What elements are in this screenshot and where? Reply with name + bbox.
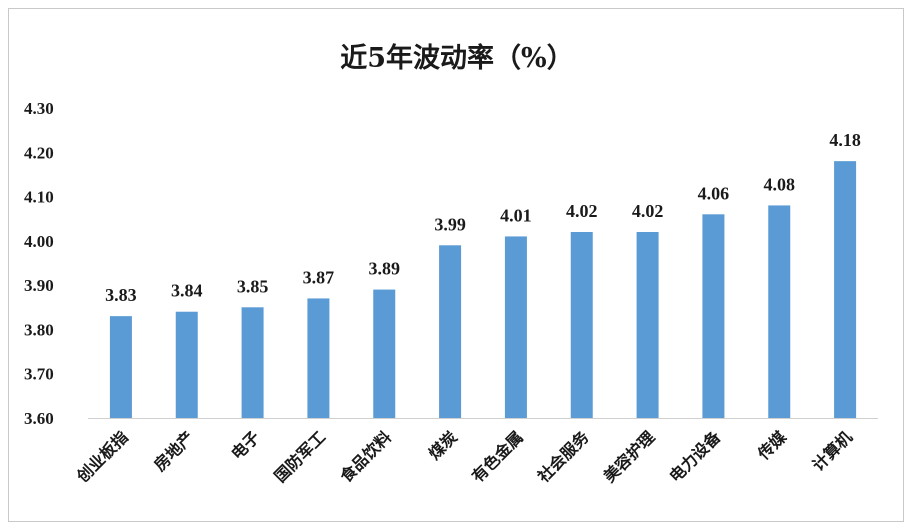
bar <box>439 245 462 418</box>
bar <box>834 161 857 418</box>
category-label: 社会服务 <box>533 427 593 487</box>
category-label: 计算机 <box>809 427 856 474</box>
bar <box>504 236 527 418</box>
y-tick-label: 4.00 <box>24 232 54 251</box>
y-tick-label: 3.80 <box>24 320 54 339</box>
category-label: 有色金属 <box>468 427 527 486</box>
data-label: 4.08 <box>764 174 796 194</box>
y-tick-label: 4.10 <box>24 188 54 207</box>
data-label: 4.02 <box>632 201 664 221</box>
data-label: 4.01 <box>500 205 532 225</box>
data-label: 3.83 <box>105 285 137 305</box>
category-label: 电力设备 <box>666 427 725 486</box>
y-tick-label: 4.30 <box>24 99 54 118</box>
bar <box>636 232 659 418</box>
y-tick-label: 4.20 <box>24 143 54 162</box>
y-tick-label: 3.60 <box>24 409 54 428</box>
bar <box>175 311 198 418</box>
category-label: 食品饮料 <box>336 427 395 486</box>
data-label: 4.02 <box>566 201 598 221</box>
data-label: 3.87 <box>303 267 335 287</box>
data-label: 3.89 <box>369 259 401 279</box>
bar <box>702 214 725 418</box>
data-label: 3.85 <box>237 276 269 296</box>
category-label: 传媒 <box>753 427 790 464</box>
chart-title: 近5年波动率（%） <box>340 43 574 74</box>
bar <box>570 232 593 418</box>
category-label: 煤炭 <box>425 427 461 463</box>
data-label: 4.06 <box>698 183 730 203</box>
category-label: 房地产 <box>150 427 197 474</box>
category-label: 创业板指 <box>72 427 131 486</box>
bar <box>373 289 396 418</box>
bar <box>307 298 330 418</box>
category-label: 电子 <box>227 427 263 463</box>
data-label: 3.99 <box>434 214 466 234</box>
category-label: 国防军工 <box>271 427 330 486</box>
bar <box>241 307 264 418</box>
y-tick-label: 3.90 <box>24 276 54 295</box>
y-tick-label: 3.70 <box>24 365 54 384</box>
category-label: 美容护理 <box>600 427 659 486</box>
data-label: 4.18 <box>829 130 861 150</box>
bar <box>768 205 791 418</box>
data-label: 3.84 <box>171 281 203 301</box>
bar <box>109 316 132 418</box>
